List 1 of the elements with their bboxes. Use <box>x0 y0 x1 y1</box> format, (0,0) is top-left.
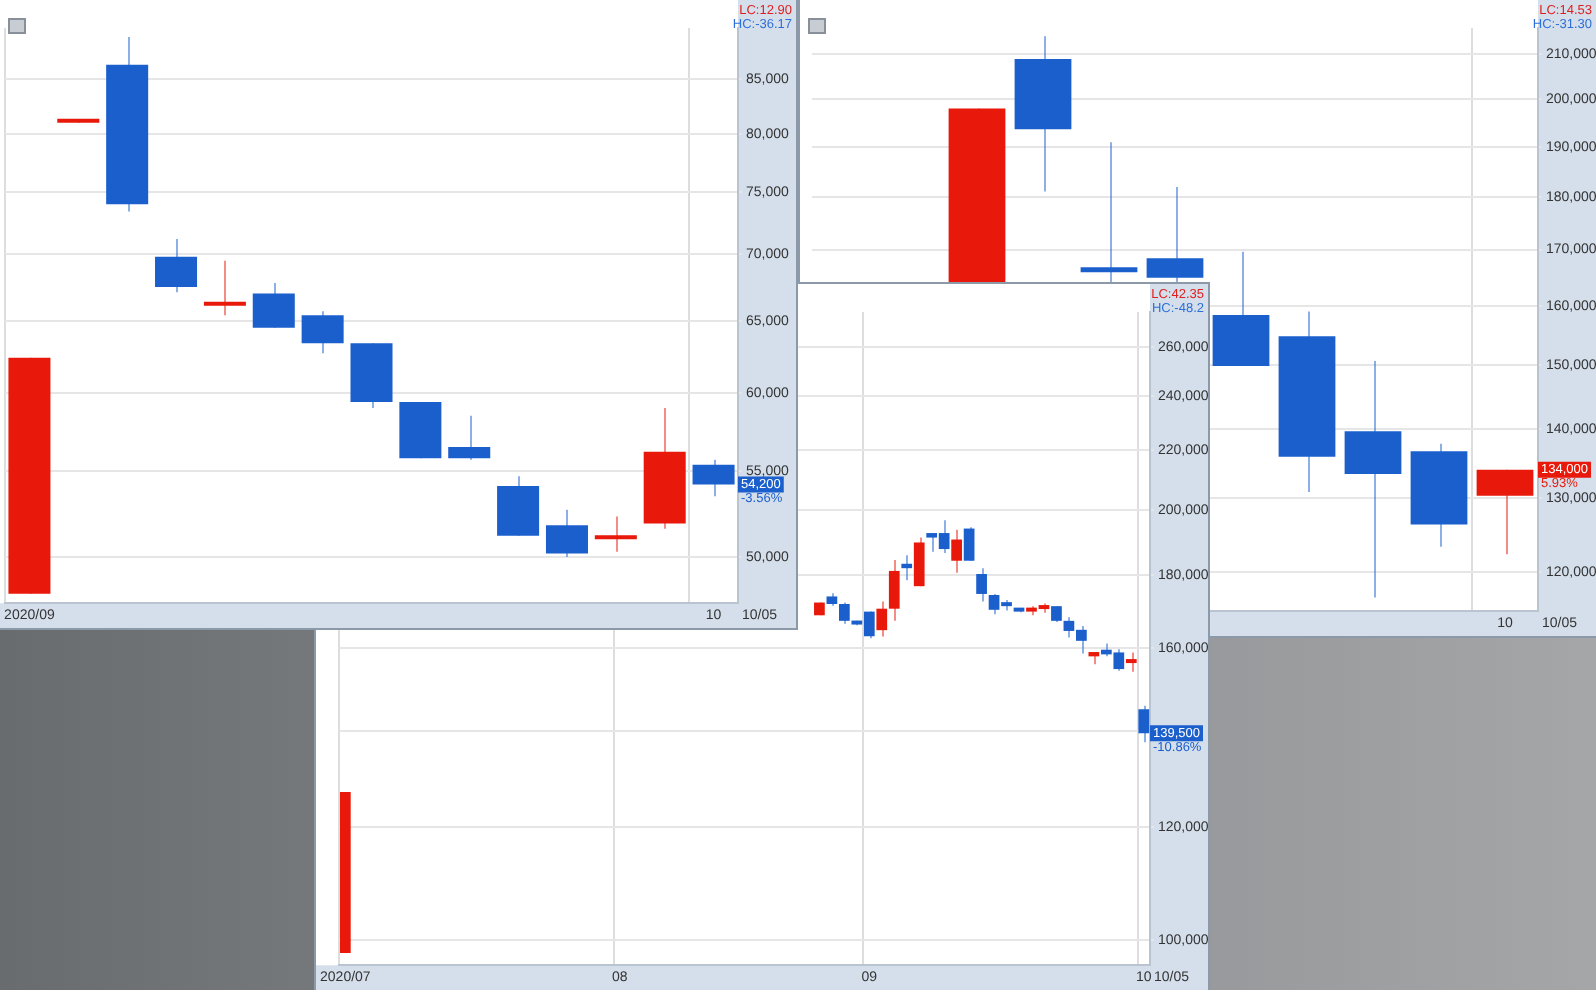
candlestick <box>963 526 975 562</box>
